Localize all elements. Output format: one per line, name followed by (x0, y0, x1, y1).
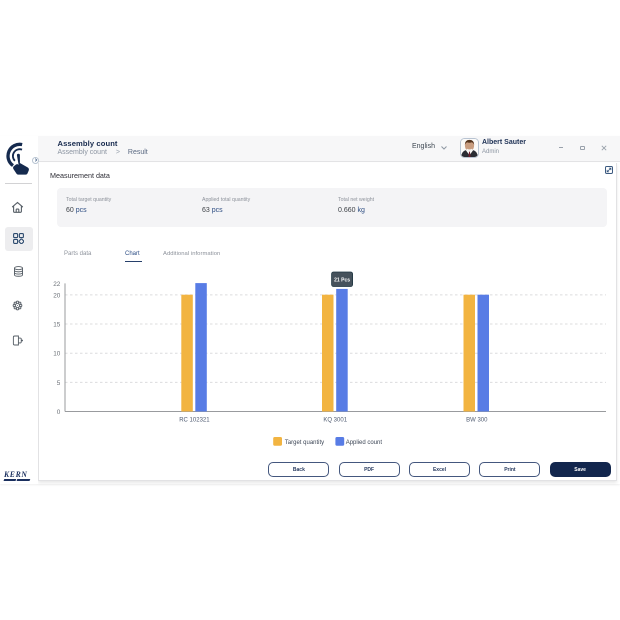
svg-text:5: 5 (57, 380, 61, 387)
svg-text:21 Pcs: 21 Pcs (334, 277, 350, 283)
svg-text:0: 0 (57, 409, 61, 416)
svg-text:RC 102321: RC 102321 (179, 418, 210, 424)
svg-text:15: 15 (53, 321, 61, 328)
svg-text:Target quantity: Target quantity (285, 440, 324, 446)
svg-text:22: 22 (53, 281, 61, 288)
svg-text:10: 10 (53, 351, 61, 358)
svg-text:20: 20 (53, 292, 61, 299)
svg-text:KQ 3001: KQ 3001 (323, 418, 347, 424)
svg-text:Applied count: Applied count (346, 440, 383, 446)
svg-text:BW 300: BW 300 (466, 418, 488, 424)
